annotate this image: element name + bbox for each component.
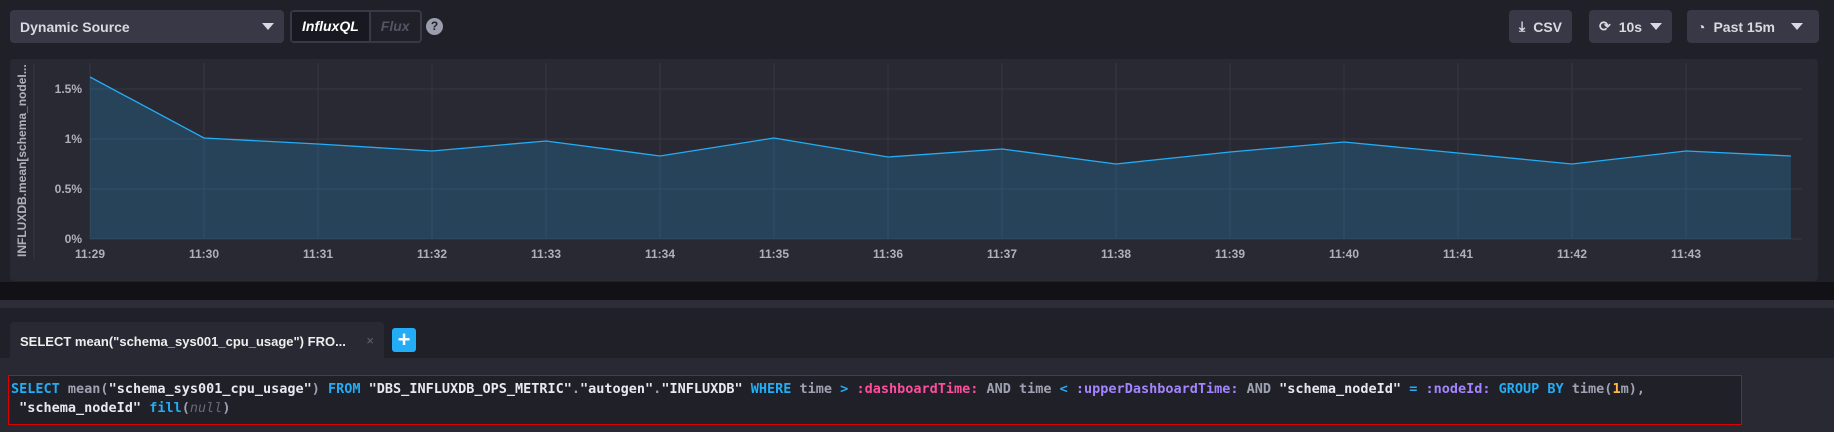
language-toggle: InfluxQL Flux xyxy=(290,10,422,43)
string: "INFLUXDB" xyxy=(661,381,743,397)
y-tick-label: 0.5% xyxy=(55,182,83,196)
time-range-dropdown[interactable]: ◔ Past 15m xyxy=(1687,10,1819,43)
refresh-label: 10s xyxy=(1618,18,1643,35)
series-line xyxy=(89,76,1791,165)
keyword: GROUP BY xyxy=(1498,381,1564,397)
source-label: Dynamic Source xyxy=(20,18,130,35)
time-range-label: Past 15m xyxy=(1713,18,1775,35)
query-tabs: SELECT mean("schema_sys001_cpu_usage") F… xyxy=(0,308,1834,358)
x-tick-label: 11:32 xyxy=(417,247,447,261)
x-tick-label: 11:40 xyxy=(1329,247,1359,261)
csv-label: CSV xyxy=(1533,18,1562,35)
punct: ) xyxy=(222,400,231,416)
func: mean( xyxy=(59,381,109,397)
x-tick-label: 11:39 xyxy=(1215,247,1245,261)
operator: > xyxy=(840,381,849,397)
x-tick-label: 11:41 xyxy=(1443,247,1473,261)
x-tick-label: 11:36 xyxy=(873,247,903,261)
x-tick-label: 11:38 xyxy=(1101,247,1131,261)
source-dropdown[interactable]: Dynamic Source xyxy=(10,10,284,43)
download-icon: ⤓ xyxy=(1519,18,1526,34)
operator: = xyxy=(1409,381,1418,397)
string: "schema_sys001_cpu_usage" xyxy=(108,381,312,397)
text: time xyxy=(791,381,841,397)
y-tick-label: 1% xyxy=(65,132,83,146)
punct: m), xyxy=(1620,381,1645,397)
string: "autogen" xyxy=(580,381,654,397)
string: "DBS_INFLUXDB_OPS_METRIC" xyxy=(360,381,572,397)
func: fill xyxy=(149,400,182,416)
line-chart: 0% 0.5% 1% 1.5% 11:29 11:30 11:31 11:32 11:33 11:… xyxy=(15,63,1802,261)
punct: ) xyxy=(311,381,329,397)
spacer xyxy=(0,282,1834,304)
chevron-down-icon xyxy=(1790,23,1803,30)
tab-influxql[interactable]: InfluxQL xyxy=(292,12,371,41)
x-tick-label: 11:37 xyxy=(987,247,1017,261)
x-tick-label: 11:29 xyxy=(75,247,105,261)
query-tab-label: SELECT mean("schema_sys001_cpu_usage") F… xyxy=(20,334,346,349)
query-tab[interactable]: SELECT mean("schema_sys001_cpu_usage") F… xyxy=(10,322,384,358)
x-tick-label: 11:31 xyxy=(303,247,333,261)
refresh-icon: ⟳ xyxy=(1599,18,1611,34)
refresh-dropdown[interactable]: ⟳ 10s xyxy=(1589,10,1673,43)
top-area: Dynamic Source InfluxQL Flux ? ⤓ CSV ⟳ 10s… xyxy=(10,10,1819,281)
number: 1 xyxy=(1612,381,1621,397)
operator: < xyxy=(1059,381,1068,397)
func: time( xyxy=(1563,381,1613,397)
area-fill xyxy=(90,77,1791,239)
x-tick-label: 11:34 xyxy=(645,247,675,261)
keyword: FROM xyxy=(328,381,361,397)
close-icon[interactable]: × xyxy=(366,333,374,348)
template-var: :upperDashboardTime: xyxy=(1075,381,1239,397)
template-var: :dashboardTime: xyxy=(856,381,979,397)
y-tick-label: 0% xyxy=(65,232,83,246)
punct: ( xyxy=(181,400,190,416)
add-query-button[interactable]: + xyxy=(392,328,416,352)
csv-button[interactable]: ⤓ CSV xyxy=(1509,10,1572,43)
keyword: SELECT xyxy=(11,381,60,397)
tab-flux[interactable]: Flux xyxy=(380,18,410,34)
y-axis-label: INFLUXDB.mean[schema_nodeI... xyxy=(15,64,29,257)
chevron-down-icon xyxy=(262,23,274,30)
string: "schema_nodeId" xyxy=(11,400,142,416)
x-tick-label: 11:30 xyxy=(189,247,219,261)
y-tick-label: 1.5% xyxy=(55,82,83,96)
help-icon[interactable]: ? xyxy=(426,18,443,35)
chevron-down-icon xyxy=(1650,23,1663,30)
text: AND xyxy=(1238,381,1280,397)
clock-icon: ◔ xyxy=(1697,18,1706,35)
null: null xyxy=(189,400,223,416)
punct: . xyxy=(571,381,581,397)
x-tick-label: 11:42 xyxy=(1557,247,1587,261)
keyword: WHERE xyxy=(750,381,792,397)
punct: . xyxy=(653,381,662,397)
template-var: :nodeId: xyxy=(1425,381,1491,397)
x-tick-label: 11:43 xyxy=(1671,247,1701,261)
query-editor[interactable]: SELECT mean("schema_sys001_cpu_usage") F… xyxy=(8,375,1742,425)
string: "schema_nodeId" xyxy=(1279,381,1402,397)
x-tick-label: 11:35 xyxy=(759,247,789,261)
resize-divider[interactable] xyxy=(0,300,1834,308)
graph-panel: 0% 0.5% 1% 1.5% 11:29 11:30 11:31 11:32 11:33 11:… xyxy=(10,59,1818,281)
x-tick-label: 11:33 xyxy=(531,247,561,261)
text: AND time xyxy=(978,381,1060,397)
